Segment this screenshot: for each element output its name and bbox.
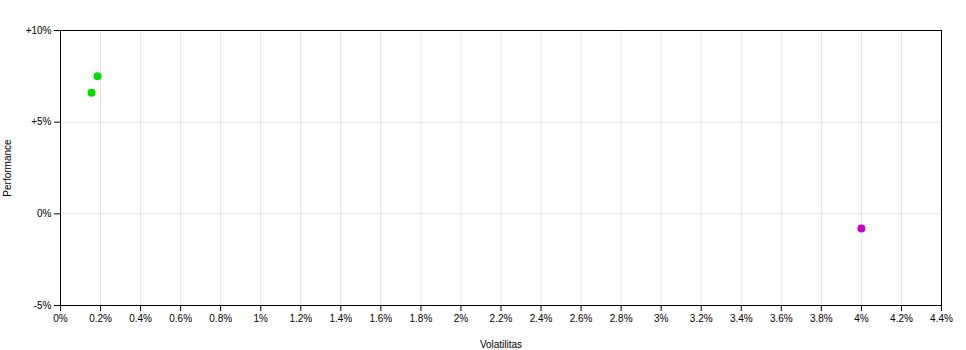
svg-text:3.8%: 3.8%: [810, 313, 833, 324]
svg-text:2.8%: 2.8%: [610, 313, 633, 324]
svg-text:3.2%: 3.2%: [690, 313, 713, 324]
svg-text:3.6%: 3.6%: [770, 313, 793, 324]
svg-text:Volatilitas: Volatilitas: [480, 339, 522, 350]
svg-text:0.2%: 0.2%: [89, 313, 112, 324]
svg-text:3.4%: 3.4%: [730, 313, 753, 324]
svg-text:1.4%: 1.4%: [329, 313, 352, 324]
svg-text:4.4%: 4.4%: [930, 313, 953, 324]
svg-text:1.2%: 1.2%: [289, 313, 312, 324]
svg-text:0%: 0%: [53, 313, 68, 324]
svg-text:2.6%: 2.6%: [570, 313, 593, 324]
svg-text:-5%: -5%: [34, 300, 52, 311]
svg-text:+10%: +10%: [26, 25, 52, 36]
svg-text:4.2%: 4.2%: [890, 313, 913, 324]
svg-text:Performance: Performance: [2, 139, 13, 197]
svg-text:+5%: +5%: [31, 116, 51, 127]
svg-text:4%: 4%: [854, 313, 869, 324]
svg-text:2.2%: 2.2%: [490, 313, 513, 324]
svg-text:2%: 2%: [454, 313, 469, 324]
svg-text:0.6%: 0.6%: [169, 313, 192, 324]
svg-text:0.4%: 0.4%: [129, 313, 152, 324]
svg-text:1%: 1%: [254, 313, 269, 324]
svg-text:2.4%: 2.4%: [530, 313, 553, 324]
svg-text:3%: 3%: [654, 313, 669, 324]
svg-text:0%: 0%: [37, 208, 52, 219]
svg-text:1.6%: 1.6%: [369, 313, 392, 324]
svg-text:0.8%: 0.8%: [209, 313, 232, 324]
svg-text:1.8%: 1.8%: [410, 313, 433, 324]
